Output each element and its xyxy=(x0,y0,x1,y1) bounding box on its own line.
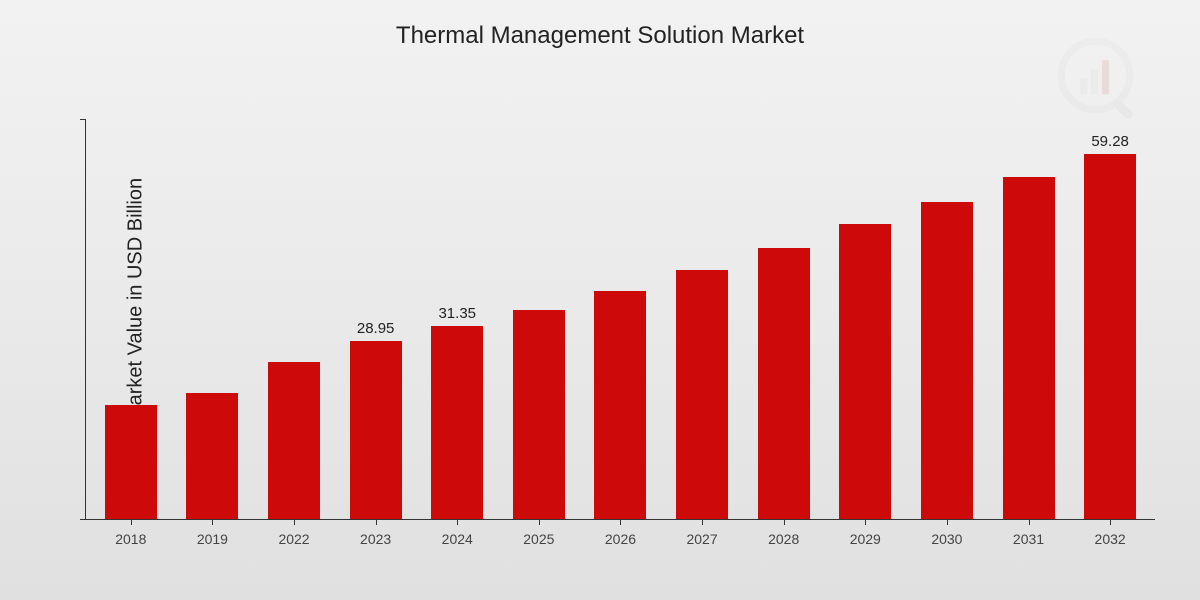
bar-slot: 59.282032 xyxy=(1069,120,1151,519)
x-axis-label: 2025 xyxy=(523,531,554,547)
bar-slot: 2022 xyxy=(253,120,335,519)
x-axis-label: 2032 xyxy=(1095,531,1126,547)
x-axis-tick xyxy=(1110,519,1111,525)
plot-area: 20182019202228.95202331.3520242025202620… xyxy=(85,120,1155,520)
x-axis-label: 2023 xyxy=(360,531,391,547)
x-axis-tick xyxy=(947,519,948,525)
x-axis-tick xyxy=(1029,519,1030,525)
bar xyxy=(758,248,810,519)
x-axis-label: 2031 xyxy=(1013,531,1044,547)
bar-slot: 2026 xyxy=(580,120,662,519)
x-axis-label: 2018 xyxy=(115,531,146,547)
bar xyxy=(186,393,238,519)
bar-slot: 2030 xyxy=(906,120,988,519)
x-axis-label: 2026 xyxy=(605,531,636,547)
bar xyxy=(105,405,157,519)
bar-slot: 2031 xyxy=(988,120,1070,519)
x-axis-tick xyxy=(539,519,540,525)
x-axis-label: 2024 xyxy=(442,531,473,547)
chart-title: Thermal Management Solution Market xyxy=(0,22,1200,50)
bar xyxy=(268,362,320,519)
bar-slot: 28.952023 xyxy=(335,120,417,519)
y-axis-bottom-tick xyxy=(80,519,86,520)
x-axis-label: 2019 xyxy=(197,531,228,547)
bar xyxy=(1084,154,1136,519)
x-axis-tick xyxy=(131,519,132,525)
bar xyxy=(921,202,973,519)
x-axis-tick xyxy=(784,519,785,525)
bar-value-label: 31.35 xyxy=(438,305,476,322)
bar xyxy=(1003,177,1055,519)
bar-value-label: 59.28 xyxy=(1091,133,1129,150)
x-axis-label: 2030 xyxy=(931,531,962,547)
bar xyxy=(431,326,483,519)
bars-container: 20182019202228.95202331.3520242025202620… xyxy=(86,120,1155,519)
bar xyxy=(594,291,646,519)
bar xyxy=(839,224,891,519)
x-axis-tick xyxy=(376,519,377,525)
x-axis-tick xyxy=(457,519,458,525)
bar-slot: 2029 xyxy=(824,120,906,519)
bar-slot: 31.352024 xyxy=(416,120,498,519)
bar xyxy=(513,310,565,519)
bar-slot: 2025 xyxy=(498,120,580,519)
bar-slot: 2019 xyxy=(172,120,254,519)
bar xyxy=(350,341,402,519)
x-axis-tick xyxy=(212,519,213,525)
x-axis-label: 2029 xyxy=(850,531,881,547)
x-axis-tick xyxy=(702,519,703,525)
x-axis-tick xyxy=(294,519,295,525)
x-axis-label: 2022 xyxy=(278,531,309,547)
bar-value-label: 28.95 xyxy=(357,320,395,337)
bar-slot: 2028 xyxy=(743,120,825,519)
bar-slot: 2018 xyxy=(90,120,172,519)
bar xyxy=(676,270,728,519)
x-axis-label: 2027 xyxy=(686,531,717,547)
bar-slot: 2027 xyxy=(661,120,743,519)
x-axis-label: 2028 xyxy=(768,531,799,547)
x-axis-tick xyxy=(620,519,621,525)
x-axis-tick xyxy=(865,519,866,525)
